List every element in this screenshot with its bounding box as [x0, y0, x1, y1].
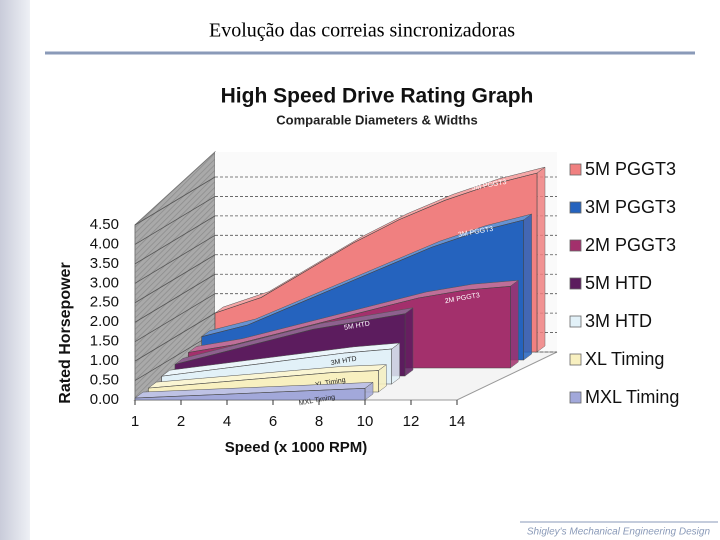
x-tick-label: 4 [223, 413, 231, 430]
plot: 0.00 0.50 1.00 1.50 2.00 2.50 3.00 3.50 4.00 4.50… [90, 150, 558, 430]
grid-line [134, 254, 216, 304]
x-tick-label: 6 [269, 413, 277, 430]
y-axis-label: Rated Horsepower [57, 262, 74, 403]
legend-label: 3M PGGT3 [585, 197, 676, 217]
legend-swatch [569, 353, 582, 366]
legend-label: 3M HTD [585, 311, 652, 331]
ribbon-end [536, 166, 546, 353]
x-tick-label: 2 [177, 413, 185, 430]
grid-line [134, 312, 216, 362]
ribbon [134, 388, 366, 401]
y-tick-label: 0.50 [90, 372, 119, 389]
ribbon-end [391, 342, 400, 385]
ribbon-label: 3M HTD [330, 356, 357, 367]
legend-item: 5M HTD [569, 273, 652, 293]
grid-line [134, 234, 216, 284]
x-tick-label: 10 [357, 413, 374, 430]
legend-item: 5M PGGT3 [569, 159, 676, 179]
legend-label: MXL Timing [585, 387, 679, 407]
y-tick-label: 1.50 [90, 333, 119, 350]
ribbon-end [510, 279, 519, 369]
legend-item: XL Timing [569, 349, 664, 369]
grid-line [134, 196, 216, 245]
legend-label: 5M HTD [585, 273, 652, 293]
y-tick-label: 3.50 [90, 255, 119, 272]
grid-line [134, 273, 216, 323]
y-tick-label: 0.00 [90, 391, 119, 408]
slide-title: Evolução das correias sincronizadoras [209, 20, 515, 42]
grid-line [134, 293, 216, 343]
y-tick-label: 4.00 [90, 235, 119, 252]
legend-label: 2M PGGT3 [585, 235, 676, 255]
legend-label: XL Timing [585, 349, 664, 369]
footer: Shigley's Mechanical Engineering Design [527, 527, 711, 538]
legend-swatch [569, 239, 582, 252]
legend-swatch [569, 315, 582, 328]
y-tick-label: 4.50 [90, 216, 119, 233]
y-tick-label: 3.00 [90, 274, 119, 291]
chart-subtitle: Comparable Diameters & Widths [276, 112, 477, 127]
ribbon-label: 5M HTD [344, 320, 371, 331]
x-tick-label: 14 [449, 413, 466, 430]
y-tick-label: 2.50 [90, 294, 119, 311]
legend-item: 2M PGGT3 [569, 235, 676, 255]
legend-swatch [569, 391, 582, 404]
chart-title: High Speed Drive Rating Graph [221, 85, 534, 108]
legend-swatch [569, 163, 582, 176]
grid-line [134, 176, 216, 226]
legend-item: MXL Timing [569, 387, 679, 407]
x-tick-label: 12 [403, 413, 420, 430]
y-tick-label: 1.00 [90, 352, 119, 369]
x-axis-label: Speed (x 1000 RPM) [225, 439, 368, 456]
legend-swatch [569, 277, 582, 290]
y-tick-label: 2.00 [90, 313, 119, 330]
x-tick-label: 1 [131, 413, 139, 430]
legend-swatch [569, 201, 582, 214]
legend-item: 3M HTD [569, 311, 652, 331]
side-strip [0, 0, 30, 540]
legend-label: 5M PGGT3 [585, 159, 676, 179]
legend-item: 3M PGGT3 [569, 197, 676, 217]
ribbon-end [404, 307, 414, 377]
ribbon-end [523, 213, 532, 361]
grid-line [134, 215, 216, 265]
x-tick-label: 8 [315, 413, 323, 430]
